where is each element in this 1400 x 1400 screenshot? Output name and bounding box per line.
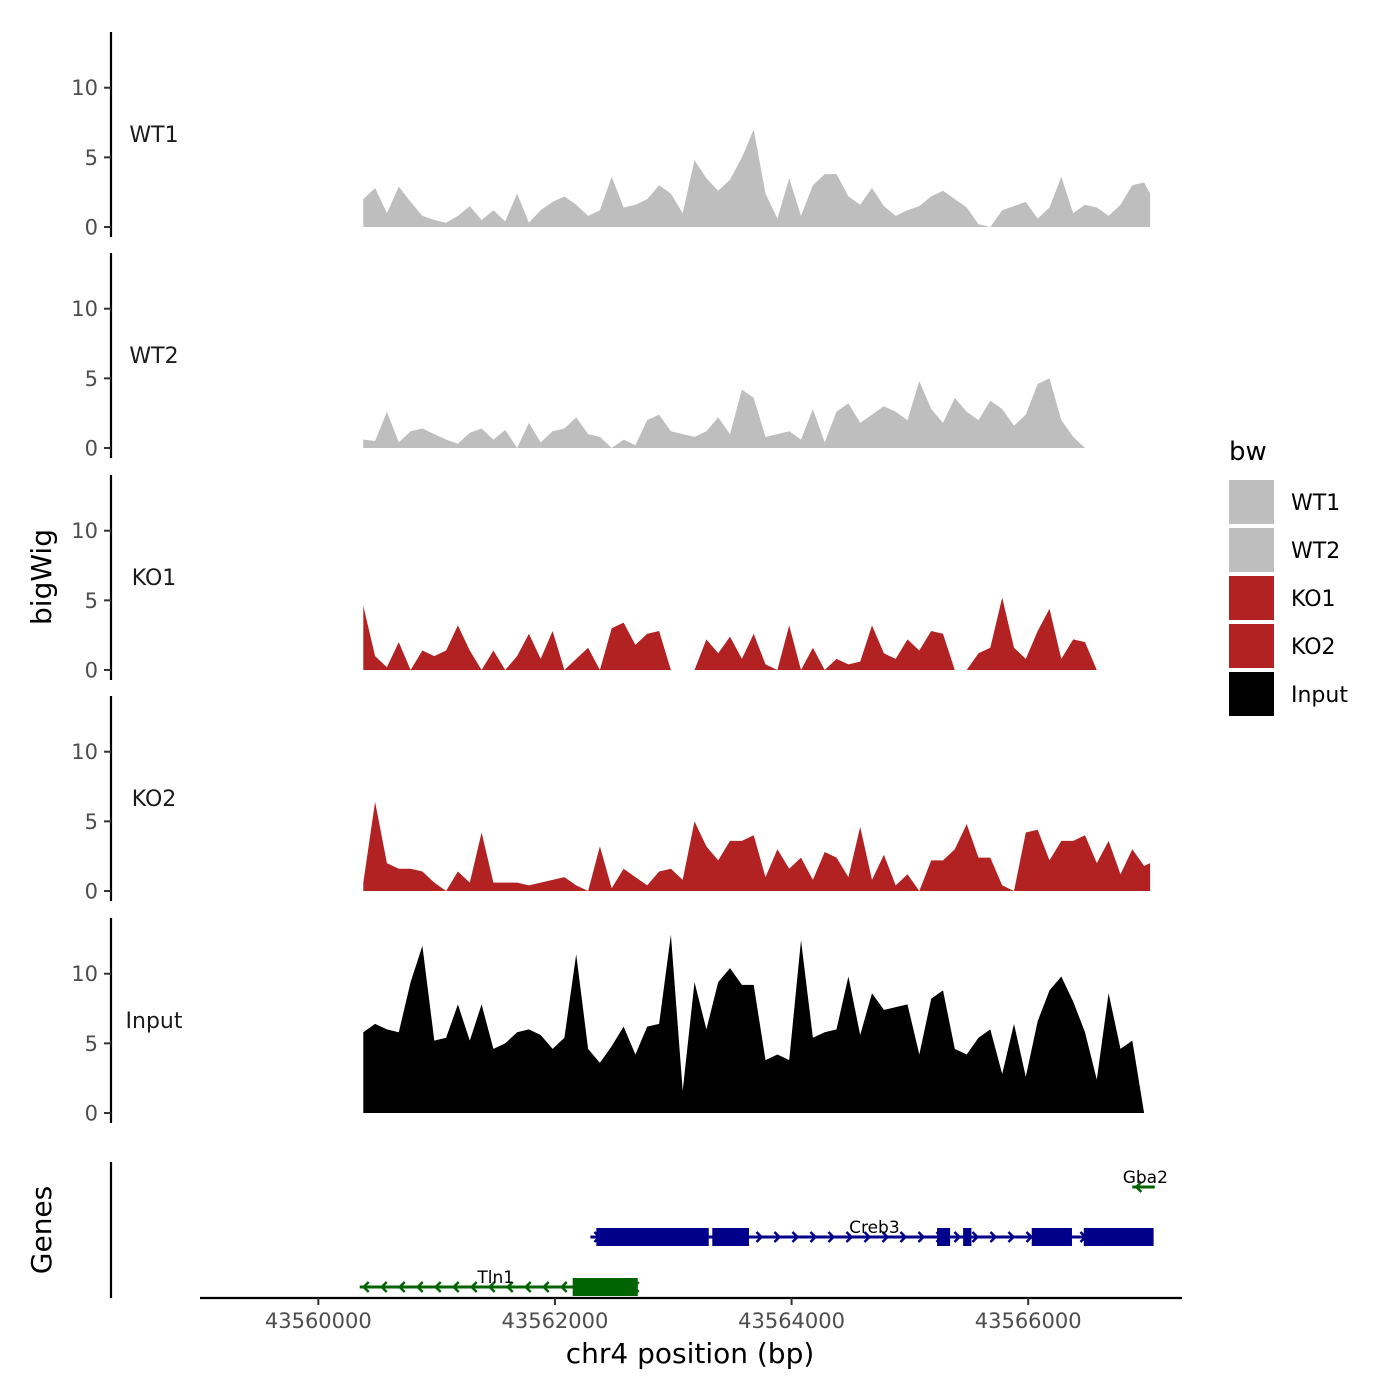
y-axis-title: bigWig bbox=[25, 529, 58, 625]
strand-chevron bbox=[505, 1281, 514, 1293]
y-tick-label: 10 bbox=[71, 740, 98, 764]
exon bbox=[1031, 1228, 1072, 1246]
x-tick-label: 43564000 bbox=[738, 1309, 845, 1333]
strand-chevron bbox=[827, 1231, 836, 1243]
legend-item-ko1: KO1 bbox=[1229, 576, 1336, 620]
legend-item-input: Input bbox=[1229, 672, 1348, 716]
legend-swatch bbox=[1229, 576, 1274, 620]
legend-label: KO2 bbox=[1291, 635, 1336, 660]
gene-label-tln1: Tln1 bbox=[476, 1268, 514, 1288]
legend-swatch bbox=[1229, 672, 1274, 716]
strand-chevron bbox=[559, 1281, 568, 1293]
exon bbox=[596, 1228, 709, 1246]
y-tick-label: 0 bbox=[85, 880, 98, 904]
legend-swatch bbox=[1229, 528, 1274, 572]
strand-chevron bbox=[917, 1231, 926, 1243]
gene-label-creb3: Creb3 bbox=[849, 1218, 900, 1238]
track-label-wt2: WT2 bbox=[129, 344, 178, 369]
y-tick-label: 10 bbox=[71, 962, 98, 986]
legend: bw WT1 WT2 KO1 KO2 Input bbox=[1229, 437, 1348, 716]
track-wt1: 0 5 10 WT1 bbox=[71, 32, 1151, 240]
signal-area-ko2 bbox=[363, 801, 1151, 891]
strand-chevron bbox=[809, 1231, 818, 1243]
legend-item-wt1: WT1 bbox=[1229, 480, 1340, 524]
track-input: 0 5 10 Input bbox=[71, 918, 1151, 1126]
y-tick-label: 0 bbox=[85, 1102, 98, 1126]
exon bbox=[937, 1228, 951, 1246]
signal-area-wt1 bbox=[363, 129, 1151, 227]
genes-axis-title: Genes bbox=[25, 1186, 58, 1274]
x-tick-label: 43560000 bbox=[265, 1309, 372, 1333]
y-tick-label: 5 bbox=[85, 589, 98, 613]
exon bbox=[712, 1228, 749, 1246]
legend-label: WT1 bbox=[1291, 491, 1340, 516]
y-tick-label: 10 bbox=[71, 297, 98, 321]
x-tick-label: 43562000 bbox=[501, 1309, 608, 1333]
track-panels: 0 5 10 WT1 0 5 10 WT2 0 5 10 KO1 0 5 10 KO2 0 5 10 Input bbox=[71, 32, 1151, 1126]
gene-tln1: Tln1 bbox=[359, 1268, 640, 1296]
x-tick-label: 43566000 bbox=[975, 1309, 1082, 1333]
genes-panel: Tln1 Creb3 Gba2 bbox=[109, 1162, 1168, 1298]
strand-chevron bbox=[953, 1231, 962, 1243]
y-tick-label: 10 bbox=[71, 519, 98, 543]
legend-item-ko2: KO2 bbox=[1229, 624, 1336, 668]
strand-chevron bbox=[1134, 1181, 1143, 1193]
y-tick-label: 0 bbox=[85, 216, 98, 240]
strand-chevron bbox=[397, 1281, 406, 1293]
strand-chevron bbox=[989, 1231, 998, 1243]
strand-chevron bbox=[755, 1231, 764, 1243]
y-tick-label: 5 bbox=[85, 810, 98, 834]
track-ko2: 0 5 10 KO2 bbox=[71, 696, 1151, 904]
strand-chevron bbox=[863, 1231, 872, 1243]
legend-title: bw bbox=[1229, 437, 1267, 467]
strand-chevron bbox=[971, 1231, 980, 1243]
track-wt2: 0 5 10 WT2 bbox=[71, 253, 1151, 461]
gene-label-gba2: Gba2 bbox=[1123, 1168, 1168, 1188]
y-tick-label: 10 bbox=[71, 76, 98, 100]
y-tick-label: 0 bbox=[85, 437, 98, 461]
signal-area-ko1 bbox=[363, 597, 1151, 670]
gene-creb3: Creb3 bbox=[590, 1218, 1154, 1246]
strand-chevron bbox=[845, 1231, 854, 1243]
legend-label: Input bbox=[1291, 683, 1348, 708]
gene-gba2: Gba2 bbox=[1123, 1168, 1168, 1193]
track-label-wt1: WT1 bbox=[129, 123, 178, 148]
track-label-ko1: KO1 bbox=[132, 566, 177, 591]
strand-chevron bbox=[773, 1231, 782, 1243]
track-label-ko2: KO2 bbox=[132, 787, 177, 812]
track-label-input: Input bbox=[126, 1009, 183, 1034]
strand-chevron bbox=[379, 1281, 388, 1293]
strand-chevron bbox=[881, 1231, 890, 1243]
legend-swatch bbox=[1229, 480, 1274, 524]
x-axis-title: chr4 position (bp) bbox=[566, 1337, 815, 1370]
exon bbox=[963, 1228, 972, 1246]
strand-chevron bbox=[415, 1281, 424, 1293]
legend-item-wt2: WT2 bbox=[1229, 528, 1340, 572]
y-tick-label: 5 bbox=[85, 1032, 98, 1056]
strand-chevron bbox=[1025, 1231, 1034, 1243]
strand-chevron bbox=[433, 1281, 442, 1293]
strand-chevron bbox=[1007, 1231, 1016, 1243]
exon bbox=[572, 1278, 638, 1296]
x-axis: 43560000 43562000 43564000 43566000 bbox=[200, 1296, 1182, 1333]
y-tick-label: 5 bbox=[85, 367, 98, 391]
strand-chevron bbox=[469, 1281, 478, 1293]
y-tick-label: 5 bbox=[85, 146, 98, 170]
strand-chevron bbox=[899, 1231, 908, 1243]
legend-swatch bbox=[1229, 624, 1274, 668]
exon bbox=[1083, 1228, 1154, 1246]
strand-chevron bbox=[541, 1281, 550, 1293]
strand-chevron bbox=[361, 1281, 370, 1293]
track-ko1: 0 5 10 KO1 bbox=[71, 475, 1151, 683]
strand-chevron bbox=[791, 1231, 800, 1243]
legend-label: WT2 bbox=[1291, 539, 1340, 564]
signal-area-input bbox=[363, 934, 1151, 1113]
y-tick-label: 0 bbox=[85, 659, 98, 683]
strand-chevron bbox=[523, 1281, 532, 1293]
signal-area-wt2 bbox=[363, 378, 1151, 448]
strand-chevron bbox=[451, 1281, 460, 1293]
legend-label: KO1 bbox=[1291, 587, 1336, 612]
strand-chevron bbox=[487, 1281, 496, 1293]
